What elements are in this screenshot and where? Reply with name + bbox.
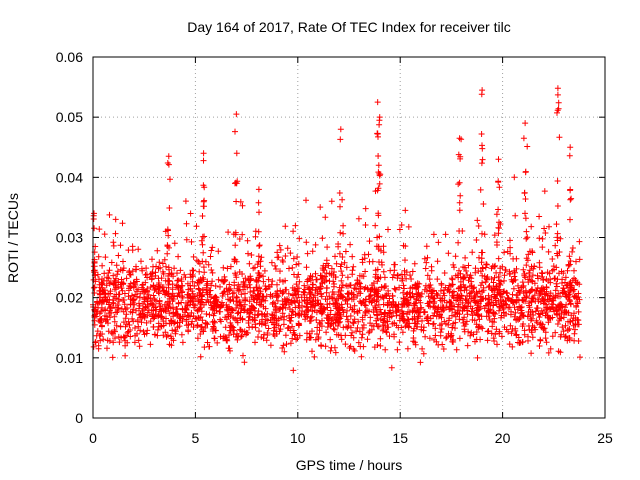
x-tick-label-0: 0 (89, 430, 97, 446)
y-axis-label: ROTI / TECUs (5, 193, 21, 283)
x-tick-label-2: 10 (290, 430, 306, 446)
x-tick-label-1: 5 (192, 430, 200, 446)
peak-point-5 (337, 126, 344, 133)
peak-point-10 (495, 156, 502, 163)
peak-point-3 (233, 111, 240, 118)
peak-point-2 (200, 150, 207, 157)
y-tick-label-3: 0.03 (56, 230, 83, 246)
data-points (90, 85, 583, 374)
axes (92, 56, 606, 419)
y-tick-label-5: 0.05 (56, 109, 83, 125)
peak-point-8 (456, 135, 463, 142)
peak-point-13 (567, 144, 574, 151)
peak-point-6 (374, 99, 381, 106)
y-tick-label-6: 0.06 (56, 49, 83, 65)
peak-point-0 (91, 210, 98, 217)
peak-point-4 (255, 186, 262, 193)
peak-point-12 (554, 85, 561, 92)
tick-labels: 0 5 10 15 20 25 0 0.01 0.02 0.03 0.04 0.05 0.06 (56, 49, 613, 446)
x-axis-label: GPS time / hours (296, 457, 403, 473)
y-tick-label-1: 0.01 (56, 350, 83, 366)
peak-point-1 (165, 153, 172, 160)
peak-point-9 (479, 87, 486, 94)
roti-scatter-markers (90, 91, 583, 374)
y-tick-label-2: 0.02 (56, 290, 83, 306)
y-tick-label-4: 0.04 (56, 169, 83, 185)
x-tick-label-3: 15 (392, 430, 408, 446)
chart-title: Day 164 of 2017, Rate Of TEC Index for r… (187, 19, 510, 35)
x-tick-label-4: 20 (495, 430, 511, 446)
peak-point-7 (376, 114, 383, 121)
x-tick-label-5: 25 (597, 430, 613, 446)
peak-point-11 (522, 120, 529, 127)
y-tick-label-0: 0 (75, 410, 83, 426)
